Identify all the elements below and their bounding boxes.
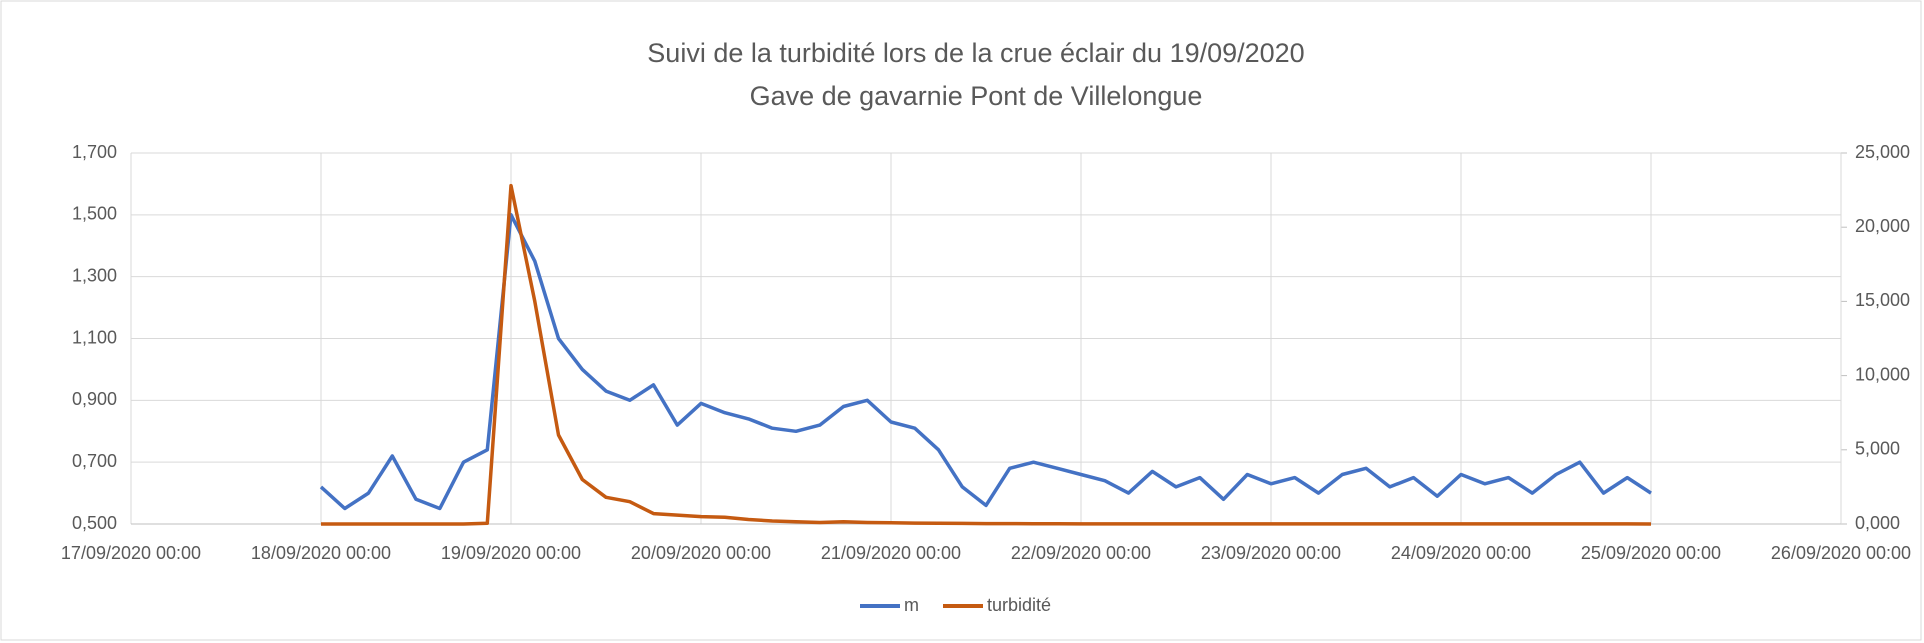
x-tick-label: 20/09/2020 00:00 bbox=[631, 543, 771, 563]
x-tick-label: 23/09/2020 00:00 bbox=[1201, 543, 1341, 563]
y2-tick-label: 5,000 bbox=[1855, 439, 1900, 459]
y2-tick-label: 10,000 bbox=[1855, 364, 1910, 384]
x-tick-label: 24/09/2020 00:00 bbox=[1391, 543, 1531, 563]
x-tick-label: 19/09/2020 00:00 bbox=[441, 543, 581, 563]
x-tick-label: 25/09/2020 00:00 bbox=[1581, 543, 1721, 563]
chart-subtitle: Gave de gavarnie Pont de Villelongue bbox=[750, 81, 1203, 111]
x-tick-label: 21/09/2020 00:00 bbox=[821, 543, 961, 563]
y2-tick-label: 20,000 bbox=[1855, 216, 1910, 236]
series-line bbox=[319, 213, 1652, 511]
y-tick-label: 1,700 bbox=[72, 142, 117, 162]
series-line bbox=[321, 183, 1652, 526]
x-tick-label: 17/09/2020 00:00 bbox=[61, 543, 201, 563]
y-tick-label: 0,900 bbox=[72, 389, 117, 409]
y-tick-label: 0,700 bbox=[72, 451, 117, 471]
y-tick-label: 1,300 bbox=[72, 265, 117, 285]
y-tick-label: 1,100 bbox=[72, 327, 117, 347]
legend-label: turbidité bbox=[987, 595, 1051, 615]
x-tick-label: 26/09/2020 00:00 bbox=[1771, 543, 1911, 563]
y-tick-label: 1,500 bbox=[72, 204, 117, 224]
x-tick-label: 18/09/2020 00:00 bbox=[251, 543, 391, 563]
y2-tick-label: 0,000 bbox=[1855, 513, 1900, 533]
y-tick-label: 0,500 bbox=[72, 513, 117, 533]
legend-label: m bbox=[904, 595, 919, 615]
y2-tick-label: 15,000 bbox=[1855, 290, 1910, 310]
x-tick-label: 22/09/2020 00:00 bbox=[1011, 543, 1151, 563]
chart-title: Suivi de la turbidité lors de la crue éc… bbox=[647, 38, 1304, 68]
y2-tick-label: 25,000 bbox=[1855, 142, 1910, 162]
